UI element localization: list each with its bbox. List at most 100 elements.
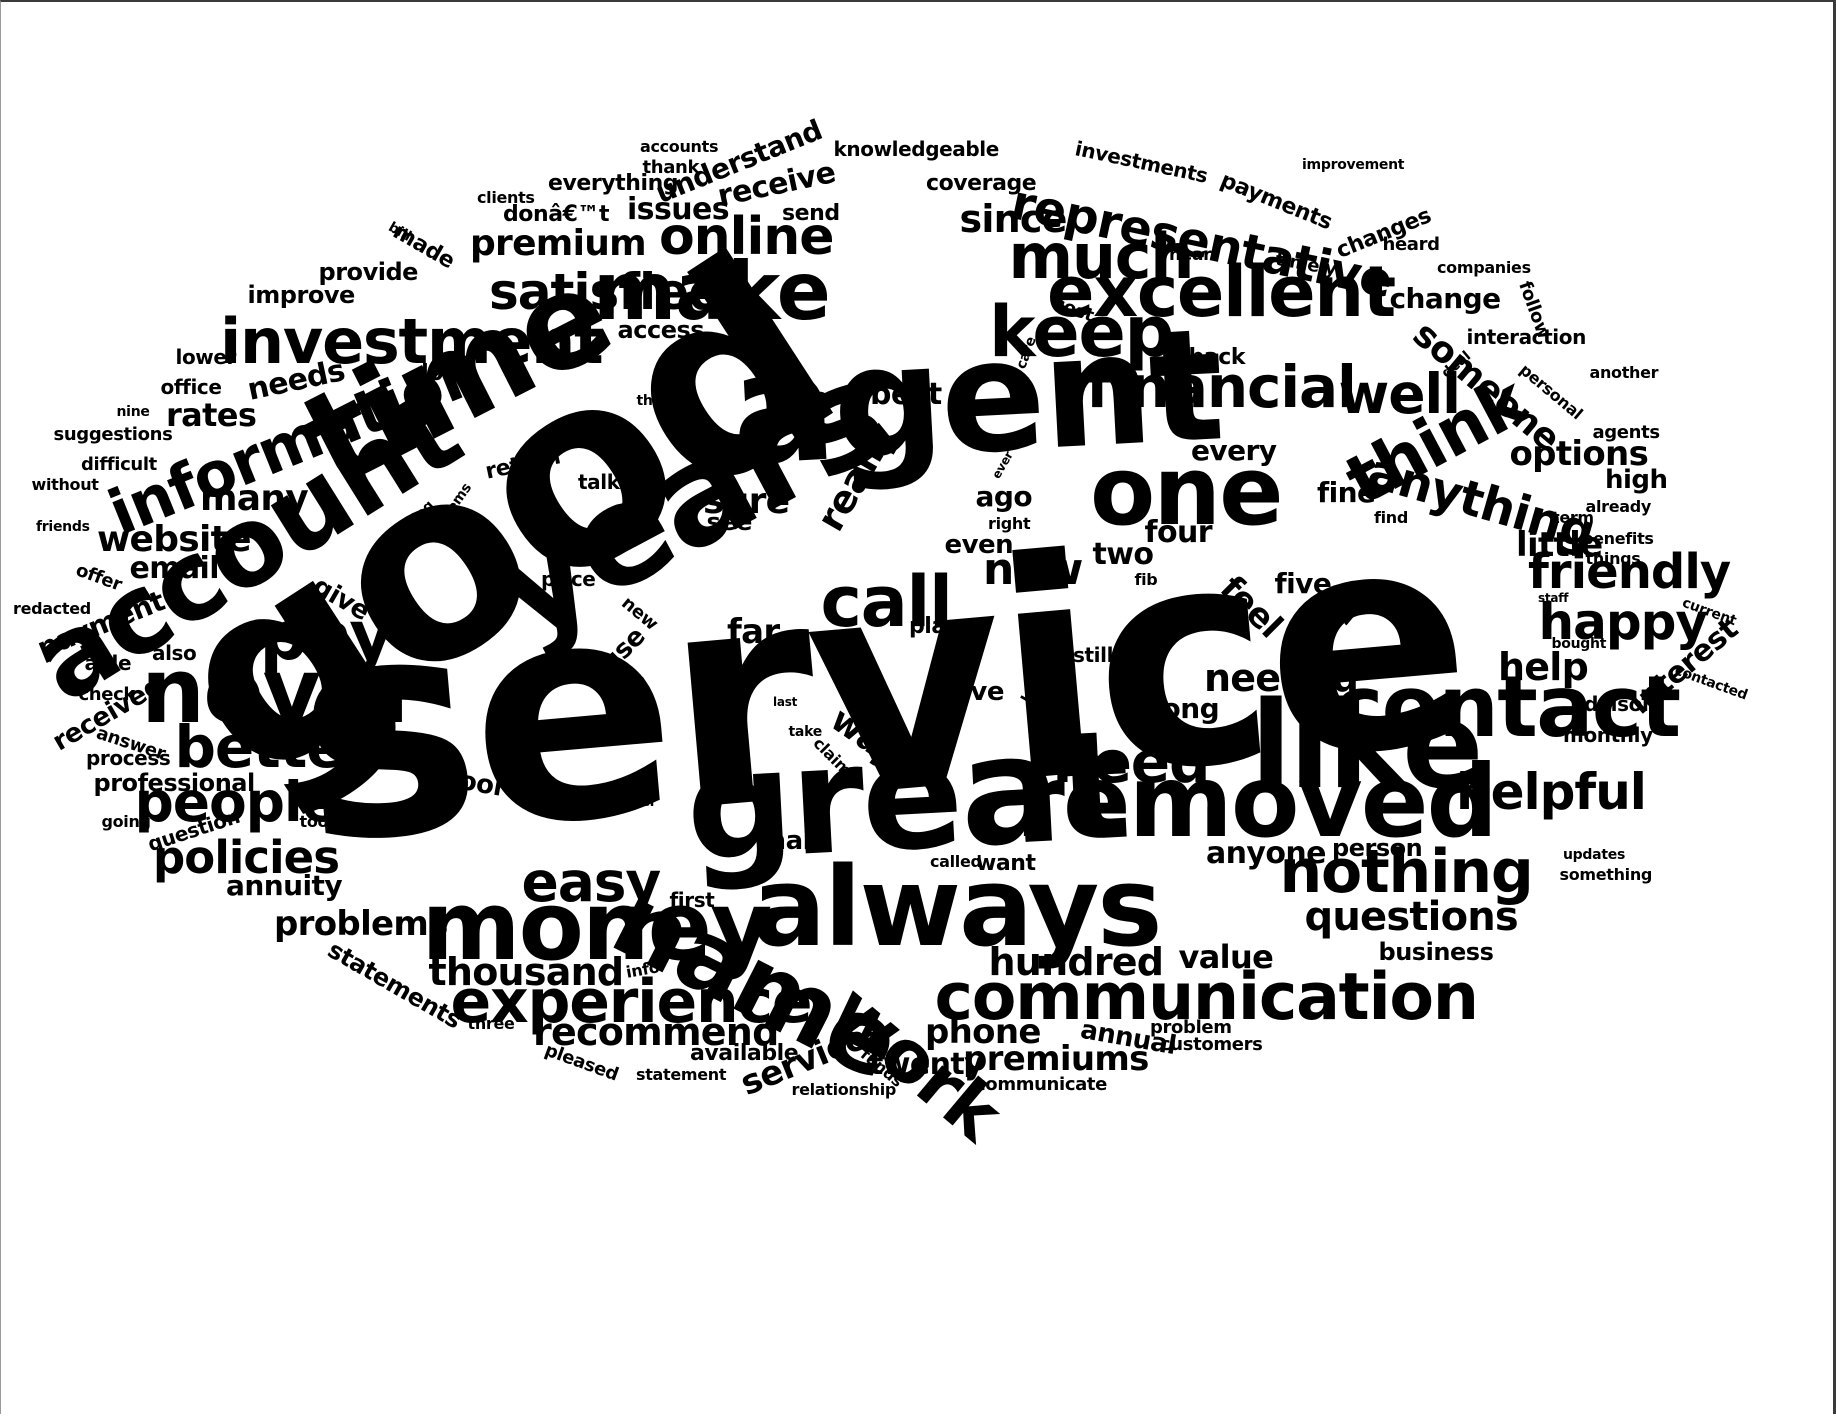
cloud-word: everything [548,171,679,196]
cloud-word: benefits [1582,529,1654,548]
cloud-word: another [1589,363,1659,382]
cloud-word: investments [1072,136,1210,188]
cloud-word: policies [153,830,340,884]
cloud-word: accounts [640,137,719,156]
cloud-word: something [1559,865,1653,884]
cloud-word: premium [470,223,647,264]
cloud-word: available [690,1041,799,1066]
cloud-word: two [1092,537,1154,572]
cloud-word: rep [1027,703,1075,733]
cloud-word: easier [609,794,657,810]
cloud-word: every [1191,434,1277,467]
cloud-word: anyone [1206,836,1326,871]
cloud-word: person [1332,834,1423,862]
cloud-word: high [1605,465,1668,495]
cloud-word: rate [770,383,829,413]
cloud-word: friends [36,519,90,535]
cloud-word: financial [1086,353,1357,421]
cloud-word: also [152,641,197,665]
cloud-word: money [421,871,773,982]
cloud-word: call [820,561,954,643]
cloud-word: phone [925,1012,1041,1052]
cloud-word: access [617,316,705,344]
cloud-word: contact [1333,657,1681,757]
cloud-word: plan [909,614,962,639]
cloud-word: well [1338,361,1462,426]
cloud-word: right [988,514,1031,533]
cloud-word: happy [1538,593,1709,651]
cloud-word: fine [1317,476,1376,509]
cloud-word: mail [759,826,820,856]
cloud-word: always [752,843,1163,971]
cloud-word: take [788,724,823,740]
cloud-word: due [600,669,646,694]
cloud-word: pay [259,597,394,676]
cloud-word: called [930,852,982,871]
cloud-word: helpful [1456,763,1647,821]
cloud-word: rates [166,396,257,434]
cloud-word: long [1152,692,1220,725]
cloud-word: statement [636,1065,727,1084]
cloud-word: took [299,812,339,831]
cloud-word: four [1144,515,1213,550]
cloud-word: much [1008,220,1195,293]
cloud-word: need [1052,728,1211,796]
cloud-word: see [706,508,753,536]
cloud-word: knowledgeable [833,137,1000,161]
cloud-word: premiums [963,1039,1149,1079]
cloud-word: nothing [1279,837,1534,907]
cloud-word: suggestions [53,424,173,445]
cloud-word: times [605,451,649,467]
cloud-word: experience [450,967,813,1037]
cloud-word: make [593,245,831,338]
cloud-word: check [78,684,136,705]
cloud-word: lower [175,345,237,369]
cloud-word: process [86,746,171,770]
cloud-word: coverage [926,171,1037,196]
cloud-word: relationship [791,1080,897,1099]
cloud-word: less [903,749,951,774]
cloud-word: thousand [428,950,625,994]
cloud-word: problems [274,904,448,944]
cloud-word: back [1188,345,1246,370]
cloud-word: communication [934,959,1480,1035]
cloud-word: still [1073,643,1114,667]
cloud-word: clients [477,188,535,207]
cloud-word: updates [1563,847,1626,863]
cloud-word: best [870,377,942,412]
cloud-word: nine [116,404,150,420]
cloud-word: bought [1551,636,1607,652]
cloud-word: recommend [533,1010,779,1054]
cloud-word: options [1509,434,1649,474]
cloud-word: value [1178,938,1274,976]
cloud-word: problem [1150,1017,1232,1038]
cloud-word: annuity [226,869,343,902]
cloud-word: website [97,519,252,560]
cloud-word: donâ€™t [503,202,610,227]
cloud-word: hundred [988,940,1165,984]
cloud-word: removed [1015,743,1499,860]
cloud-word: advisor [1571,692,1652,716]
cloud-word: keep [989,291,1175,373]
cloud-word: one [1090,436,1284,547]
cloud-word: communicate [975,1074,1108,1095]
cloud-word: email [129,551,220,586]
cloud-word: issues [627,192,730,227]
cloud-word: let [751,652,772,668]
cloud-word: going [101,812,152,831]
cloud-word: excellent [1047,251,1396,333]
cloud-word: agents [1592,422,1661,443]
cloud-word: like [1250,677,1484,816]
cloud-word: now [983,544,1083,595]
cloud-word: friendly [1528,544,1731,600]
cloud-word: business [1378,938,1494,966]
cloud-word: office [160,375,222,399]
cloud-word: improvement [1302,157,1405,173]
cloud-word: improve [247,281,356,309]
cloud-word: help [1498,645,1589,689]
cloud-word: investment [220,305,604,378]
cloud-word: ive [962,677,1004,707]
cloud-word: thirty [636,393,680,409]
cloud-word: questions [1304,894,1519,940]
